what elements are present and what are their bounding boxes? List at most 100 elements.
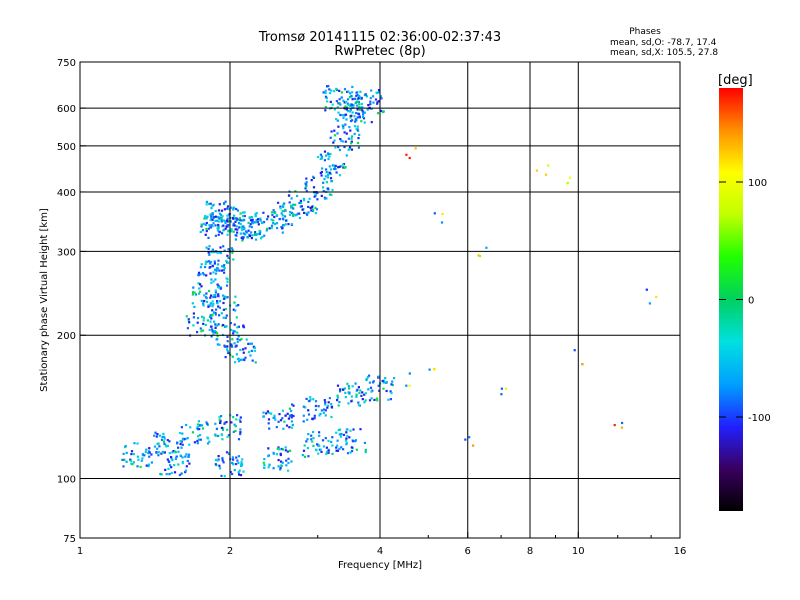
data-point (464, 438, 467, 441)
data-point (168, 473, 171, 476)
data-point (244, 356, 247, 359)
data-point (330, 440, 333, 443)
colorbar-tick-label: 0 (748, 296, 754, 307)
data-point (310, 209, 313, 212)
data-point (321, 439, 325, 442)
data-point (211, 309, 214, 312)
data-point (232, 463, 235, 466)
data-point (280, 225, 283, 229)
data-point (290, 223, 294, 226)
data-point (163, 435, 166, 438)
data-point (354, 101, 357, 104)
data-point (192, 291, 195, 294)
data-point (384, 381, 388, 384)
data-point (226, 296, 229, 299)
data-point (281, 217, 284, 220)
data-point (408, 372, 411, 375)
data-point (342, 99, 345, 102)
data-point (212, 203, 215, 206)
data-point (330, 193, 333, 196)
data-point (313, 417, 316, 420)
data-point (268, 411, 271, 414)
data-point (353, 97, 356, 100)
data-point (292, 404, 295, 407)
data-point (254, 215, 257, 218)
data-point (213, 320, 216, 323)
data-point (354, 118, 357, 121)
data-point (290, 409, 293, 413)
data-point (331, 188, 334, 192)
data-point (235, 316, 238, 319)
data-point (238, 469, 241, 472)
data-point (216, 251, 219, 254)
data-point (223, 249, 226, 252)
data-point (310, 206, 314, 209)
data-point (288, 194, 291, 197)
data-point (130, 450, 134, 453)
data-point (288, 213, 292, 216)
data-point (310, 179, 313, 182)
x-axis: 1 2 4 6 8 10 16 (77, 532, 686, 557)
data-point (280, 212, 283, 215)
data-point (306, 438, 309, 441)
data-point (307, 205, 310, 208)
data-point (232, 332, 235, 335)
data-point (302, 414, 305, 417)
data-point (363, 441, 366, 444)
data-point (205, 274, 208, 277)
data-point (193, 291, 196, 294)
data-point (348, 391, 351, 394)
data-point (209, 262, 212, 265)
data-point (363, 111, 366, 114)
data-point (227, 248, 230, 251)
data-point (242, 219, 245, 222)
data-point (356, 388, 359, 391)
data-point (278, 218, 281, 221)
data-point (158, 434, 161, 437)
data-point (351, 98, 354, 101)
data-point (320, 450, 323, 453)
data-point (181, 456, 184, 459)
data-point (336, 396, 339, 399)
data-point (311, 209, 315, 213)
data-point (230, 206, 233, 209)
data-point (291, 423, 294, 427)
data-point (220, 474, 223, 477)
data-point (335, 87, 338, 90)
data-point (214, 234, 217, 237)
data-point (122, 458, 125, 462)
data-point (221, 459, 224, 462)
data-point (216, 332, 219, 335)
data-point (315, 208, 319, 211)
data-point (364, 399, 367, 402)
data-point (345, 154, 348, 157)
data-point (217, 223, 220, 227)
data-point (226, 340, 229, 343)
data-point (241, 228, 244, 232)
data-point (221, 438, 224, 441)
data-point (349, 110, 352, 113)
data-point (573, 349, 576, 352)
data-point (217, 220, 220, 223)
data-point (201, 329, 205, 332)
data-point (370, 107, 373, 110)
data-point (286, 412, 289, 415)
data-point (210, 302, 213, 305)
data-point (303, 199, 306, 202)
data-point (222, 323, 225, 327)
data-point (205, 203, 208, 206)
data-point (226, 214, 229, 217)
data-point (236, 326, 239, 329)
data-point (267, 466, 270, 469)
data-point (205, 221, 208, 225)
data-point (238, 217, 241, 220)
data-point (309, 398, 312, 401)
data-point (285, 459, 288, 462)
data-point (377, 384, 380, 387)
data-point (544, 173, 548, 176)
data-point (207, 236, 210, 239)
data-point (239, 433, 242, 436)
data-point (217, 263, 220, 266)
data-point (217, 227, 220, 230)
data-point (216, 343, 219, 346)
